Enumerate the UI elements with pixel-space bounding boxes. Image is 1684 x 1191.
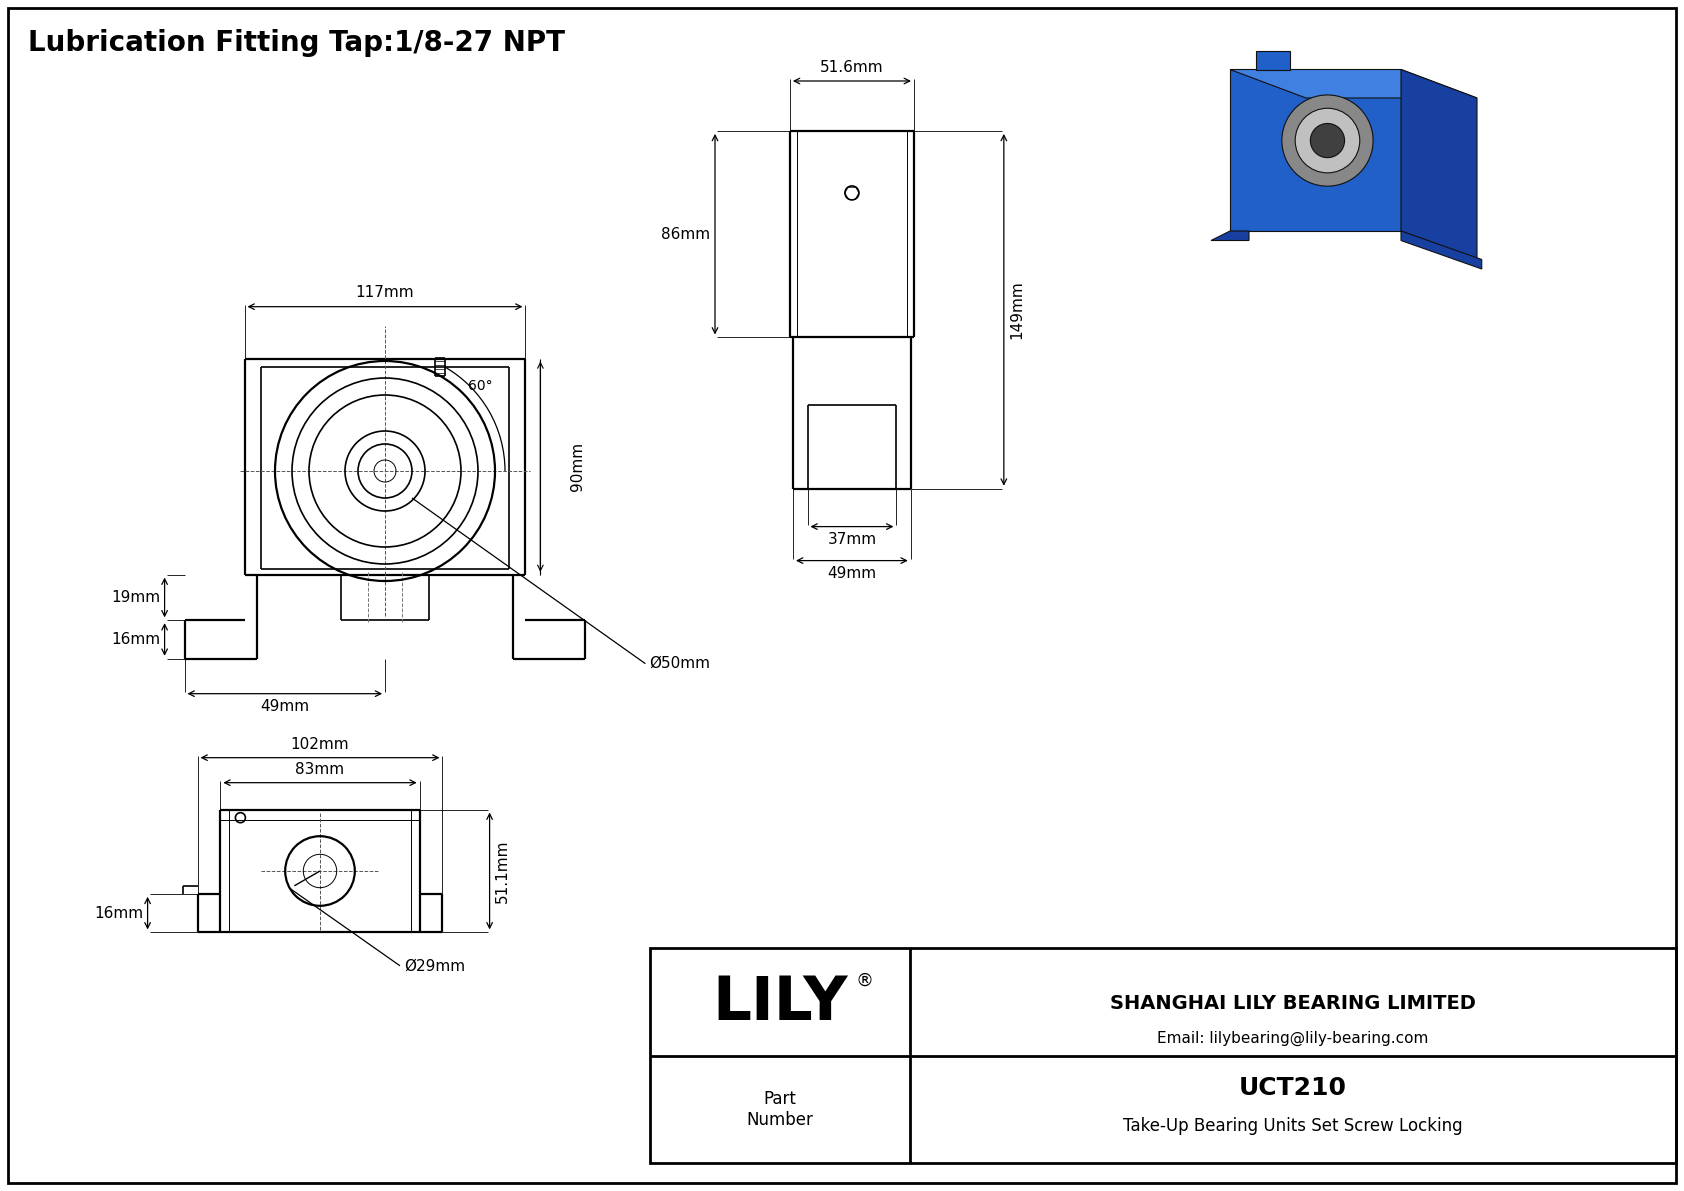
Text: 102mm: 102mm xyxy=(291,737,349,753)
Text: SHANGHAI LILY BEARING LIMITED: SHANGHAI LILY BEARING LIMITED xyxy=(1110,994,1475,1014)
Text: 51.1mm: 51.1mm xyxy=(495,840,510,903)
Text: LILY: LILY xyxy=(712,974,847,1034)
Polygon shape xyxy=(1229,69,1477,98)
Text: UCT210: UCT210 xyxy=(1239,1075,1347,1099)
Text: 60°: 60° xyxy=(468,379,492,393)
Circle shape xyxy=(1310,124,1344,157)
Polygon shape xyxy=(1256,50,1290,69)
Polygon shape xyxy=(1401,69,1477,260)
Text: 149mm: 149mm xyxy=(1009,280,1024,339)
Text: Take-Up Bearing Units Set Screw Locking: Take-Up Bearing Units Set Screw Locking xyxy=(1123,1117,1463,1135)
Text: Ø50mm: Ø50mm xyxy=(650,656,711,672)
Text: ®: ® xyxy=(855,971,874,990)
Polygon shape xyxy=(1401,231,1482,269)
Text: 37mm: 37mm xyxy=(827,532,876,547)
Text: Ø29mm: Ø29mm xyxy=(404,959,465,973)
Polygon shape xyxy=(1229,69,1401,231)
Circle shape xyxy=(1295,108,1359,173)
Circle shape xyxy=(1282,95,1372,186)
Text: 49mm: 49mm xyxy=(261,699,310,715)
Text: 86mm: 86mm xyxy=(660,226,711,242)
Text: 51.6mm: 51.6mm xyxy=(820,60,884,75)
Text: 90mm: 90mm xyxy=(571,442,586,491)
Text: Lubrication Fitting Tap:1/8-27 NPT: Lubrication Fitting Tap:1/8-27 NPT xyxy=(29,29,566,57)
Text: 49mm: 49mm xyxy=(827,566,876,581)
Text: 16mm: 16mm xyxy=(94,905,143,921)
Text: Email: lilybearing@lily-bearing.com: Email: lilybearing@lily-bearing.com xyxy=(1157,1030,1428,1046)
Text: 19mm: 19mm xyxy=(111,590,160,605)
Text: 16mm: 16mm xyxy=(111,632,160,647)
Text: 83mm: 83mm xyxy=(295,762,345,778)
Text: Part
Number: Part Number xyxy=(746,1090,813,1129)
Bar xyxy=(650,948,1676,1162)
Polygon shape xyxy=(1211,231,1250,241)
Text: 117mm: 117mm xyxy=(355,285,414,300)
